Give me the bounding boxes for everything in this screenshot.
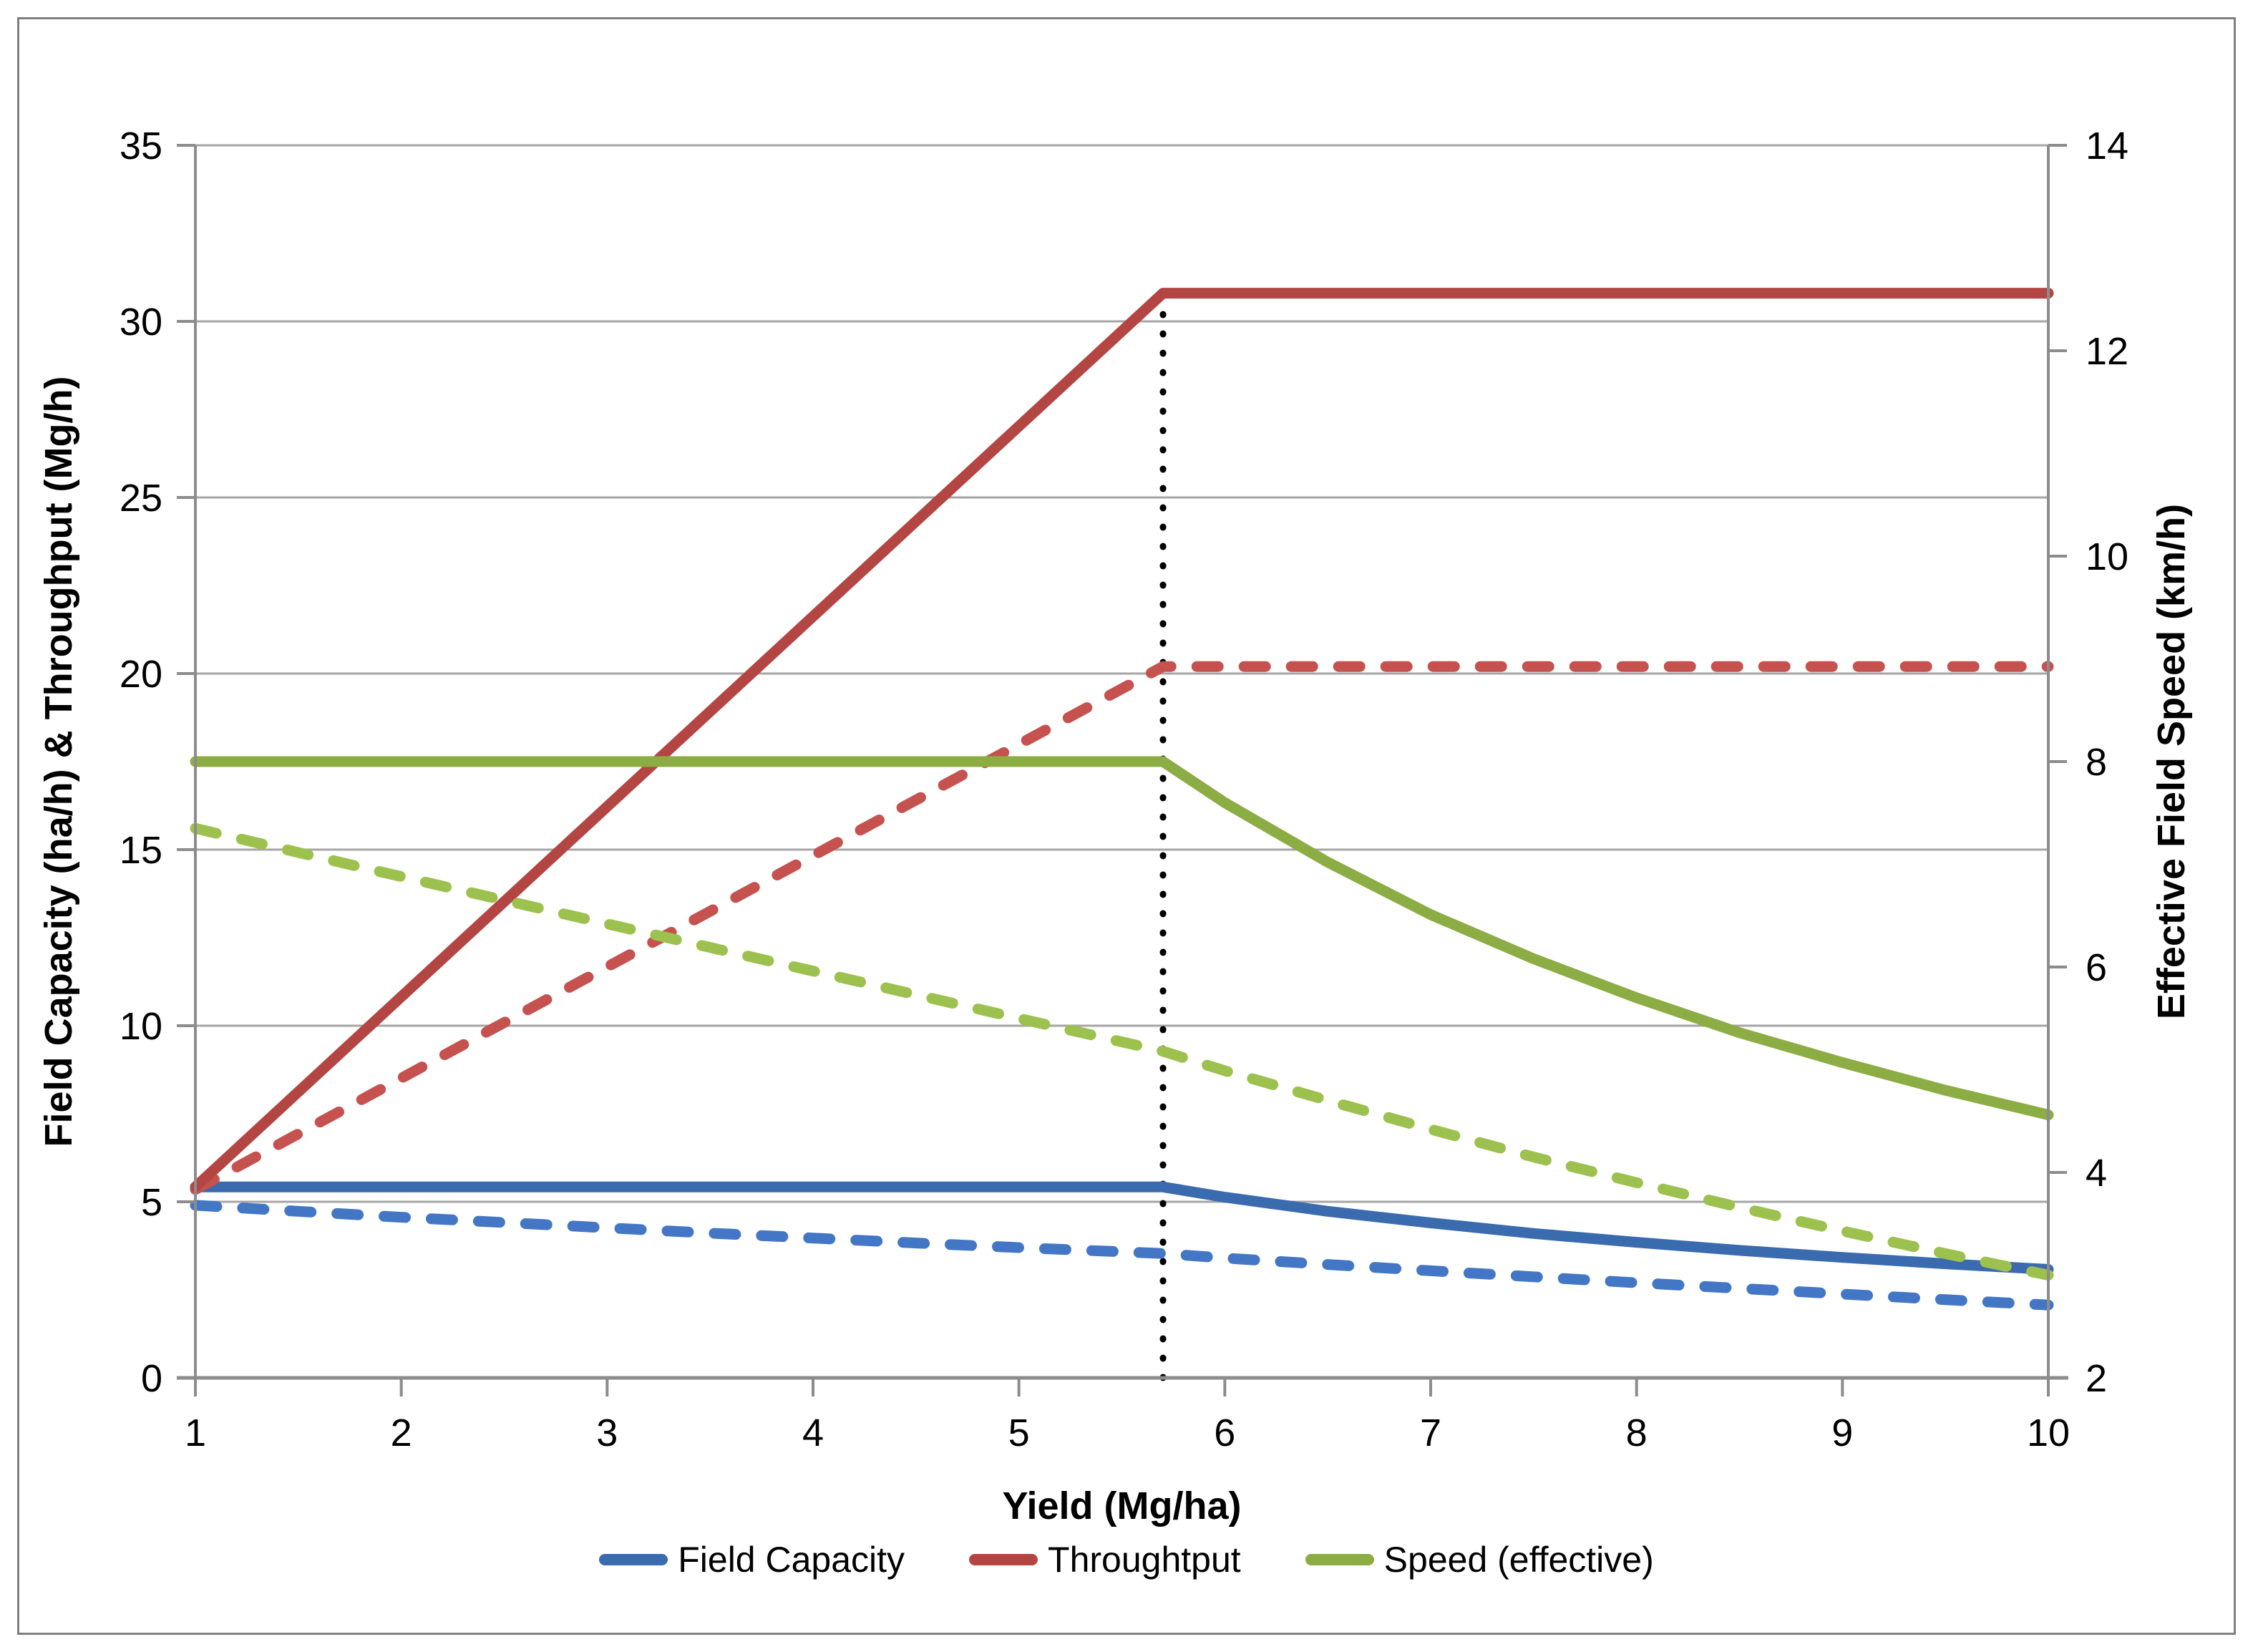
legend-swatch	[599, 1554, 668, 1565]
series-line-speed-effective-	[190, 756, 2054, 1121]
series-line-field-capacity	[190, 1181, 2054, 1275]
y-right-tick-label: 14	[2086, 125, 2128, 167]
y-right-tick-label: 10	[2086, 535, 2128, 578]
x-tick-label: 4	[802, 1412, 824, 1454]
x-tick-label: 5	[1008, 1412, 1030, 1454]
x-tick-label: 7	[1420, 1412, 1441, 1454]
legend: Field Capacity Throughtput Speed (effectiv…	[0, 1539, 2253, 1580]
y-right-tick-label: 6	[2086, 946, 2107, 989]
series-line-throughtput	[190, 288, 2054, 1192]
series-line-field-capacity-dashed-	[190, 1200, 2054, 1311]
y-left-tick-label: 15	[120, 829, 162, 872]
series-line-speed-effective-dashed-	[190, 822, 2054, 1281]
legend-swatch	[1305, 1554, 1374, 1565]
y-left-tick-label: 0	[141, 1357, 162, 1400]
x-tick-label: 3	[596, 1412, 618, 1454]
right-axis-title: Effective Field Speed (km/h)	[2150, 504, 2193, 1019]
x-tick-label: 2	[391, 1412, 412, 1454]
y-left-tick-label: 10	[120, 1005, 162, 1048]
y-left-tick-label: 20	[120, 653, 162, 696]
legend-label: Field Capacity	[678, 1540, 905, 1580]
x-tick-label: 6	[1214, 1412, 1235, 1454]
x-tick-label: 8	[1626, 1412, 1648, 1454]
x-axis-title: Yield (Mg/ha)	[1003, 1485, 1242, 1527]
y-left-tick-label: 35	[120, 125, 162, 167]
legend-label: Throughtput	[1048, 1540, 1241, 1580]
x-tick-label: 10	[2027, 1412, 2070, 1454]
y-left-tick-label: 25	[120, 477, 162, 520]
y-right-tick-label: 4	[2086, 1152, 2107, 1195]
legend-item-throughtput: Throughtput	[969, 1539, 1241, 1580]
legend-swatch	[969, 1554, 1038, 1565]
legend-label: Speed (effective)	[1383, 1540, 1654, 1580]
x-tick-label: 9	[1831, 1412, 1853, 1454]
y-right-tick-label: 8	[2086, 741, 2107, 784]
figure-border	[17, 17, 2236, 1635]
series-line-throughtput-dashed-	[190, 661, 2054, 1195]
series-layer	[190, 288, 2054, 1311]
y-left-tick-label: 30	[120, 301, 162, 344]
legend-item-speed-effective-: Speed (effective)	[1305, 1539, 1654, 1580]
y-right-tick-label: 2	[2086, 1357, 2107, 1400]
legend-item-field-capacity: Field Capacity	[599, 1539, 905, 1580]
x-tick-label: 1	[185, 1412, 206, 1454]
y-right-tick-label: 12	[2086, 330, 2128, 373]
axes-layer	[177, 144, 2068, 1396]
y-left-tick-label: 5	[141, 1181, 162, 1224]
left-axis-title: Field Capacity (ha/h) & Throughput (Mg/h…	[37, 376, 80, 1147]
